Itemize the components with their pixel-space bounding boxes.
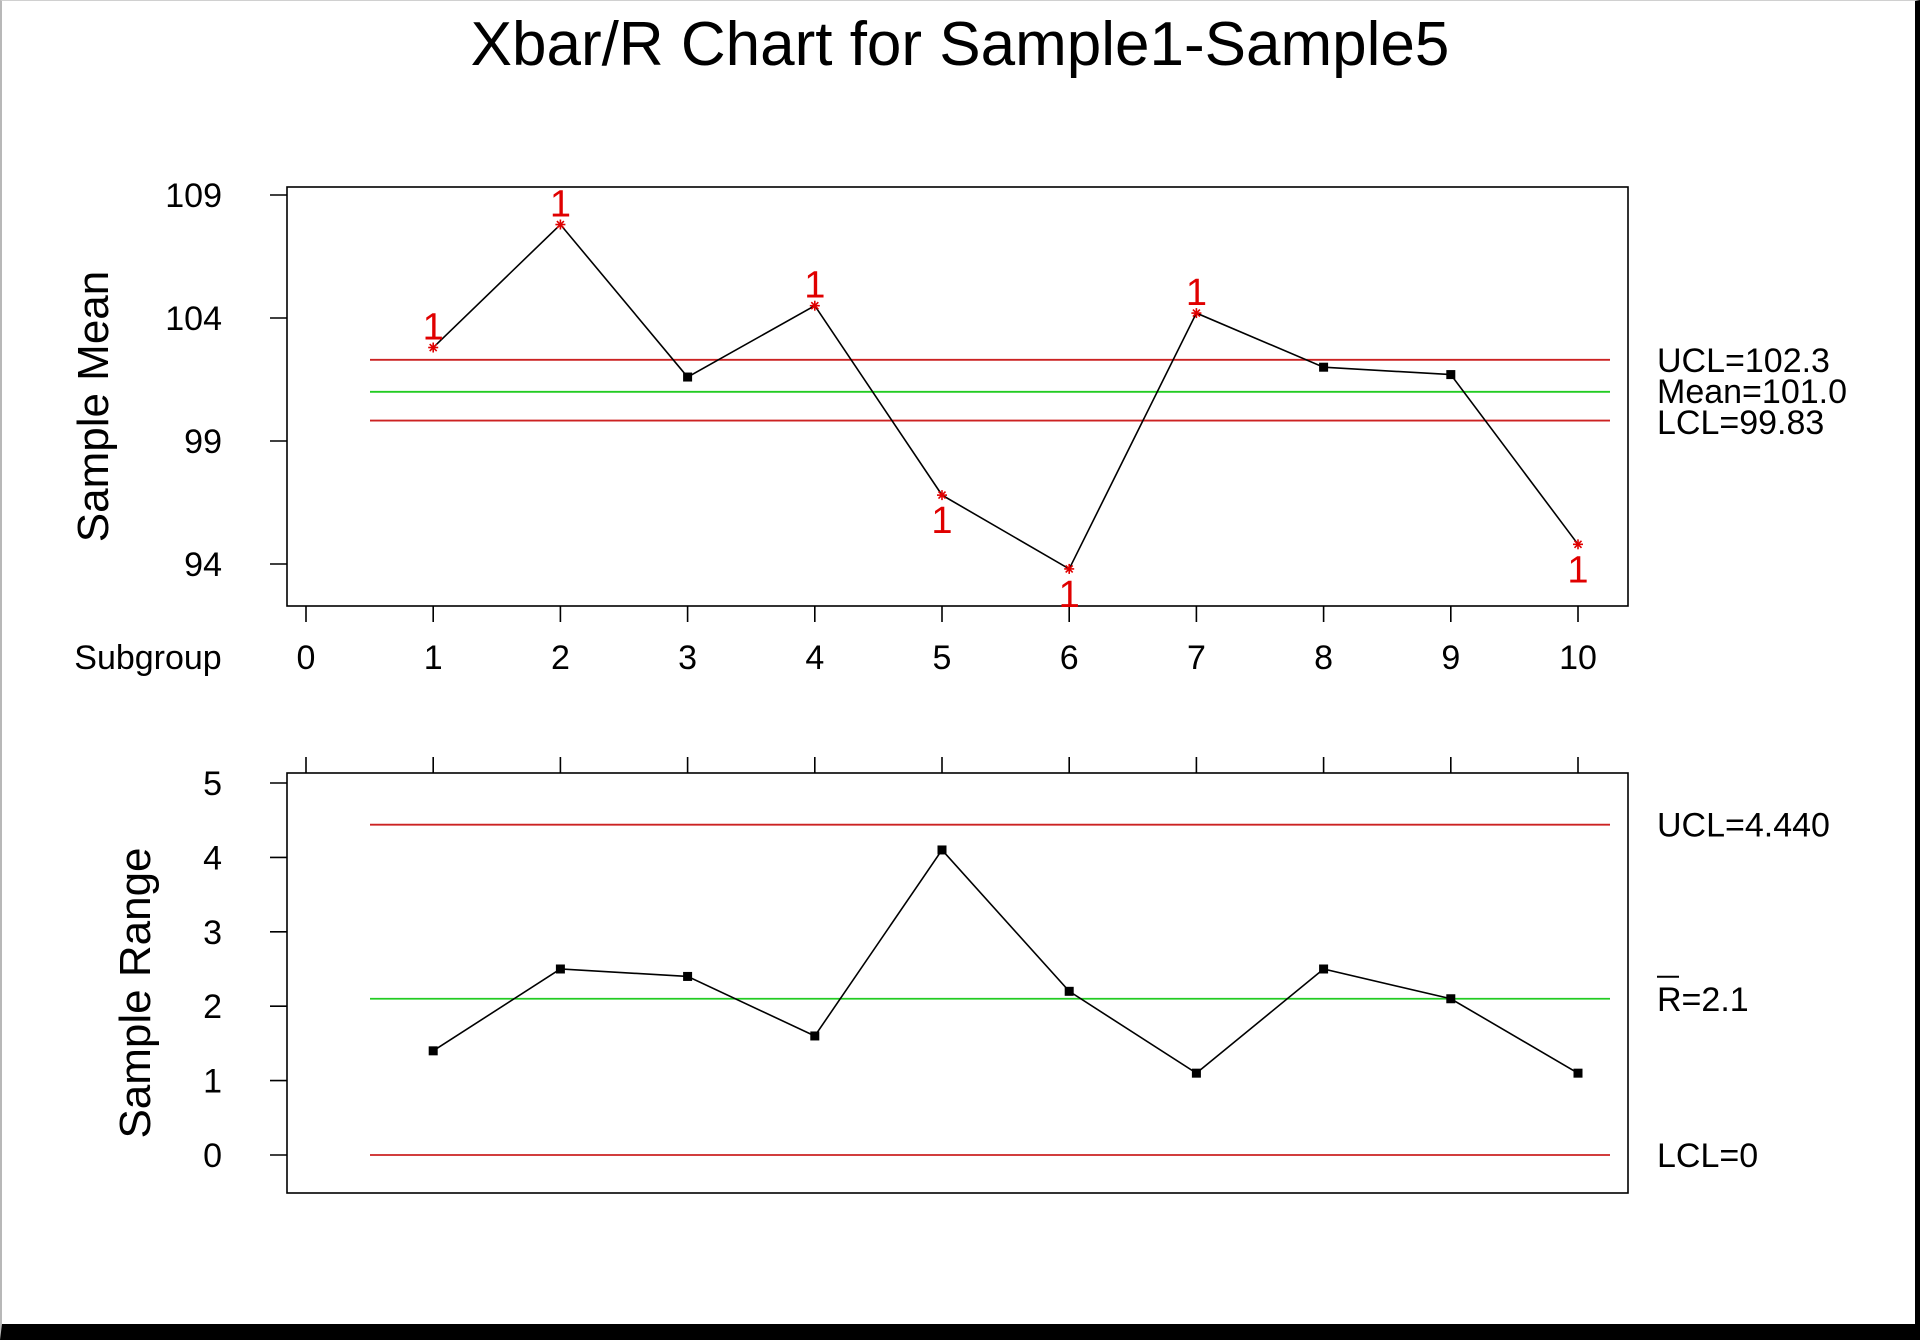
asterisk-stroke [429, 343, 438, 352]
mean-flag-label: 1 [1186, 272, 1207, 314]
range-point [555, 964, 565, 974]
x-tick-label: 9 [1441, 639, 1460, 677]
x-tick-label: 6 [1060, 639, 1079, 677]
mean-y-tick-label: 94 [184, 546, 222, 584]
range-point [428, 1046, 438, 1056]
range-point [1319, 964, 1329, 974]
mean-ucl-label: UCL=102.3 [1657, 342, 1830, 380]
mean-flag-label: 1 [550, 184, 571, 226]
mean-y-tick-label: 99 [184, 423, 222, 461]
range-center-label: R=2.1 [1657, 981, 1749, 1019]
asterisk-stroke [556, 220, 565, 229]
asterisk-stroke [1065, 564, 1074, 573]
mean-point [1319, 362, 1329, 372]
mean-flag-label: 1 [931, 500, 952, 542]
asterisk-stroke [810, 301, 819, 310]
range-y-tick-label: 2 [203, 988, 222, 1026]
range-y-tick-label: 5 [203, 765, 222, 803]
mean-point [1446, 370, 1456, 380]
x-tick-label: 0 [297, 639, 316, 677]
mean-point-flagged [428, 342, 439, 353]
mean-point-flagged [1573, 539, 1583, 550]
range-point [937, 845, 947, 855]
asterisk-stroke [1192, 309, 1201, 318]
mean-point-flagged [555, 219, 566, 230]
range-point [810, 1031, 820, 1041]
mean-plot-border [286, 186, 1629, 607]
range-series-line [432, 848, 1579, 1075]
range-ucl-label: UCL=4.440 [1657, 807, 1830, 845]
range-y-tick-label: 1 [203, 1063, 222, 1101]
x-tick-label: 5 [933, 639, 952, 677]
x-tick-label: 10 [1559, 639, 1597, 677]
range-point [683, 971, 693, 981]
mean-point-flagged [937, 490, 947, 501]
range-point [1446, 994, 1456, 1004]
subgroup-label: Subgroup [74, 639, 221, 677]
x-tick-label: 2 [551, 639, 570, 677]
mean-flag-label: 1 [423, 307, 444, 349]
mean-point-flagged [809, 300, 820, 311]
range-point [1191, 1068, 1201, 1078]
x-tick-label: 4 [805, 639, 824, 677]
mean-flag-label: 1 [1567, 549, 1588, 591]
mean-point-flagged [1064, 563, 1075, 574]
range-y-tick-label: 4 [203, 839, 222, 877]
range-point [1573, 1068, 1583, 1078]
chart-title: Xbar/R Chart for Sample1-Sample5 [471, 10, 1450, 79]
range-y-tick-label: 0 [203, 1137, 222, 1175]
range-lcl-label: LCL=0 [1657, 1137, 1758, 1175]
range-y-tick-label: 3 [203, 914, 222, 952]
mean-flag-label: 1 [1059, 574, 1080, 616]
range-y-axis-title: Sample Range [111, 847, 160, 1138]
mean-flag-label: 1 [804, 265, 825, 307]
mean-point [683, 372, 693, 382]
x-tick-label: 7 [1187, 639, 1206, 677]
mean-y-axis-title: Sample Mean [69, 271, 118, 542]
mean-y-tick-label: 104 [165, 300, 222, 338]
range-point [1064, 986, 1074, 996]
asterisk-stroke [937, 491, 947, 500]
mean-center-label: Mean=101.0 [1657, 373, 1847, 411]
mean-y-tick-label: 109 [165, 177, 222, 215]
mean-point-flagged [1191, 308, 1202, 319]
range-plot-border [286, 772, 1629, 1194]
asterisk-stroke [1573, 540, 1583, 549]
range-panel: 0 1 2 3 4 5 Sample Range UCL=4.440 R=2.1 LCL=0 [111, 757, 1830, 1194]
x-tick-label: 3 [678, 639, 697, 677]
x-tick-label: 1 [424, 639, 443, 677]
x-tick-label: 8 [1314, 639, 1333, 677]
mean-lcl-label: LCL=99.83 [1657, 404, 1824, 442]
mean-series-line [432, 223, 1579, 571]
